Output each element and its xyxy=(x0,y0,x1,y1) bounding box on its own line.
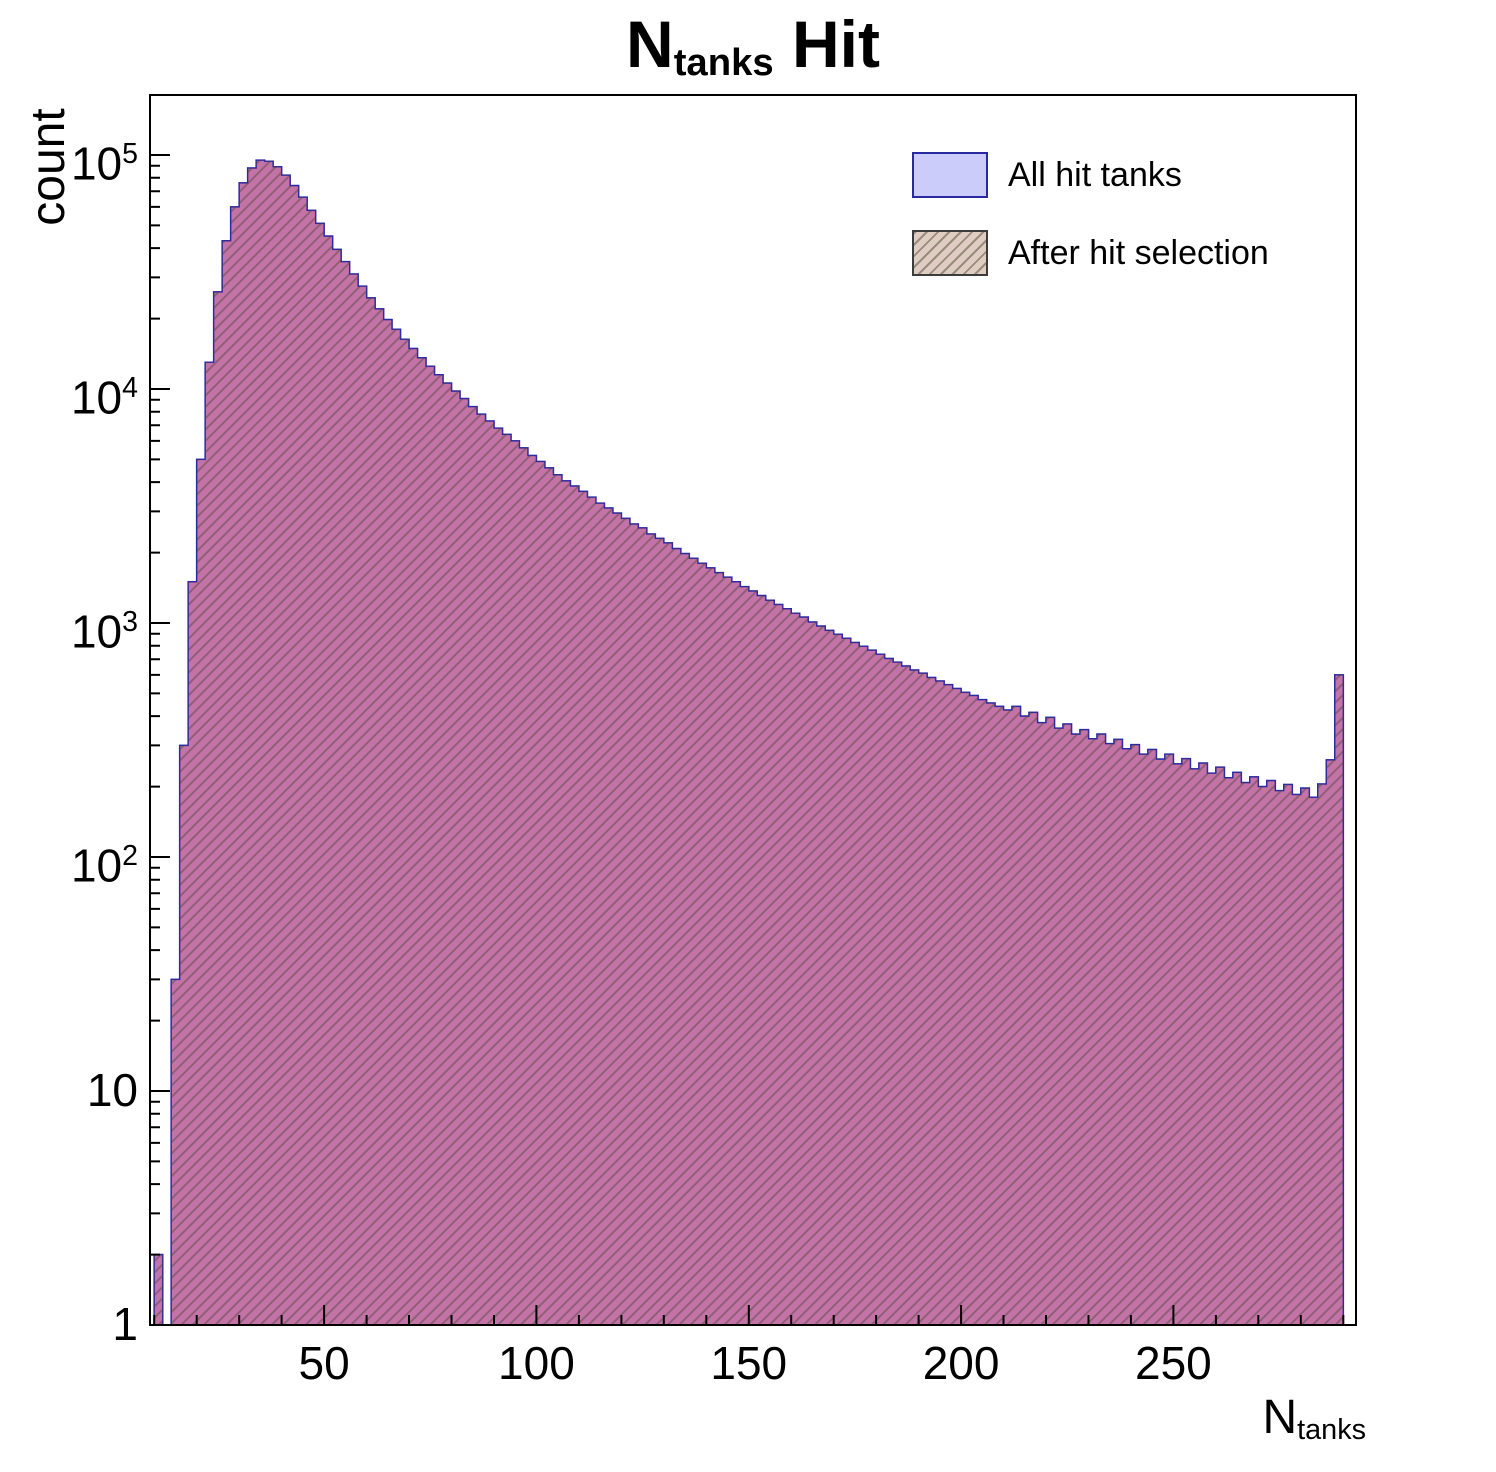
title-main: N xyxy=(626,7,674,81)
y-tick-label: 1 xyxy=(112,1298,138,1350)
y-tick-label: 10 xyxy=(86,1064,138,1116)
x-tick-label: 50 xyxy=(298,1337,350,1389)
title-suffix: Hit xyxy=(773,7,880,81)
axis-ticks xyxy=(150,154,1345,1326)
x-tick-label: 200 xyxy=(922,1337,1000,1389)
legend-label-all-hit-tanks: All hit tanks xyxy=(1008,155,1182,194)
legend-item-all-hit-tanks: All hit tanks xyxy=(912,150,1269,200)
y-tick-label: 103 xyxy=(70,605,138,658)
legend-item-after-hit-selection: After hit selection xyxy=(912,228,1269,278)
title-subscript: tanks xyxy=(673,41,774,85)
series-after-hit-selection-hatch xyxy=(154,160,1344,1326)
legend-label-after-hit-selection: After hit selection xyxy=(1008,233,1269,272)
legend-swatch-after-hit-selection xyxy=(912,230,988,276)
x-axis-title-subscript: tanks xyxy=(1297,1414,1366,1447)
chart-title: Ntanks Hit xyxy=(150,6,1356,85)
x-axis-title-main: N xyxy=(1262,1391,1298,1444)
y-tick-label: 102 xyxy=(70,839,138,892)
legend: All hit tanks After hit selection xyxy=(912,150,1269,306)
y-tick-label: 104 xyxy=(70,371,138,424)
legend-swatch-all-hit-tanks xyxy=(912,152,988,198)
x-tick-label: 150 xyxy=(710,1337,788,1389)
plot-frame xyxy=(149,94,1357,1326)
y-tick-label: 105 xyxy=(70,137,138,190)
x-tick-label: 100 xyxy=(498,1337,575,1389)
x-tick-label: 250 xyxy=(1135,1337,1212,1389)
x-axis-title: Ntanks xyxy=(1150,1390,1366,1447)
